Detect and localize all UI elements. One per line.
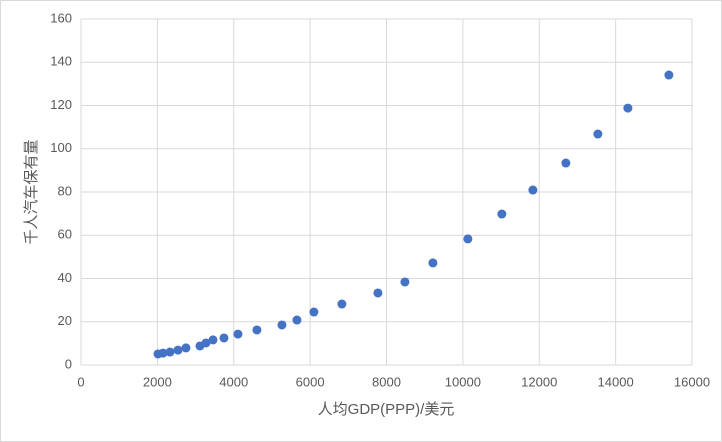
data-point (593, 129, 603, 139)
y-tick-label: 160 (50, 10, 72, 25)
y-tick-label: 140 (50, 54, 72, 69)
data-point (337, 299, 347, 309)
data-point (219, 333, 229, 343)
y-axis-title: 千人汽车保有量 (23, 139, 40, 244)
data-point (497, 209, 507, 219)
data-point (181, 343, 191, 353)
y-tick-label: 100 (50, 140, 72, 155)
data-point (463, 234, 473, 244)
y-tick-label: 20 (58, 313, 72, 328)
data-point (233, 329, 243, 339)
data-point (158, 348, 168, 358)
x-tick-label: 16000 (674, 374, 710, 389)
data-point (400, 277, 410, 287)
x-tick-label: 6000 (296, 374, 325, 389)
x-tick-label: 4000 (219, 374, 248, 389)
data-point (623, 103, 633, 113)
data-point (173, 345, 183, 355)
x-tick-label: 8000 (372, 374, 401, 389)
data-point (252, 325, 262, 335)
x-tick-label: 2000 (143, 374, 172, 389)
data-point (277, 320, 287, 330)
data-point (528, 185, 538, 195)
x-tick-label: 12000 (521, 374, 557, 389)
data-point (309, 307, 319, 317)
data-point (561, 158, 571, 168)
y-tick-label: 40 (58, 270, 72, 285)
data-point (373, 288, 383, 298)
x-tick-label: 14000 (598, 374, 634, 389)
data-point (292, 315, 302, 325)
data-point (664, 70, 674, 80)
x-tick-label: 10000 (445, 374, 481, 389)
x-tick-label: 0 (77, 374, 84, 389)
x-axis-title: 人均GDP(PPP)/美元 (318, 401, 455, 418)
data-point (208, 335, 218, 345)
data-point (201, 338, 211, 348)
y-tick-label: 80 (58, 183, 72, 198)
y-tick-label: 120 (50, 97, 72, 112)
data-point (428, 258, 438, 268)
y-tick-label: 60 (58, 227, 72, 242)
data-point (165, 347, 175, 357)
y-tick-label: 0 (65, 356, 72, 371)
